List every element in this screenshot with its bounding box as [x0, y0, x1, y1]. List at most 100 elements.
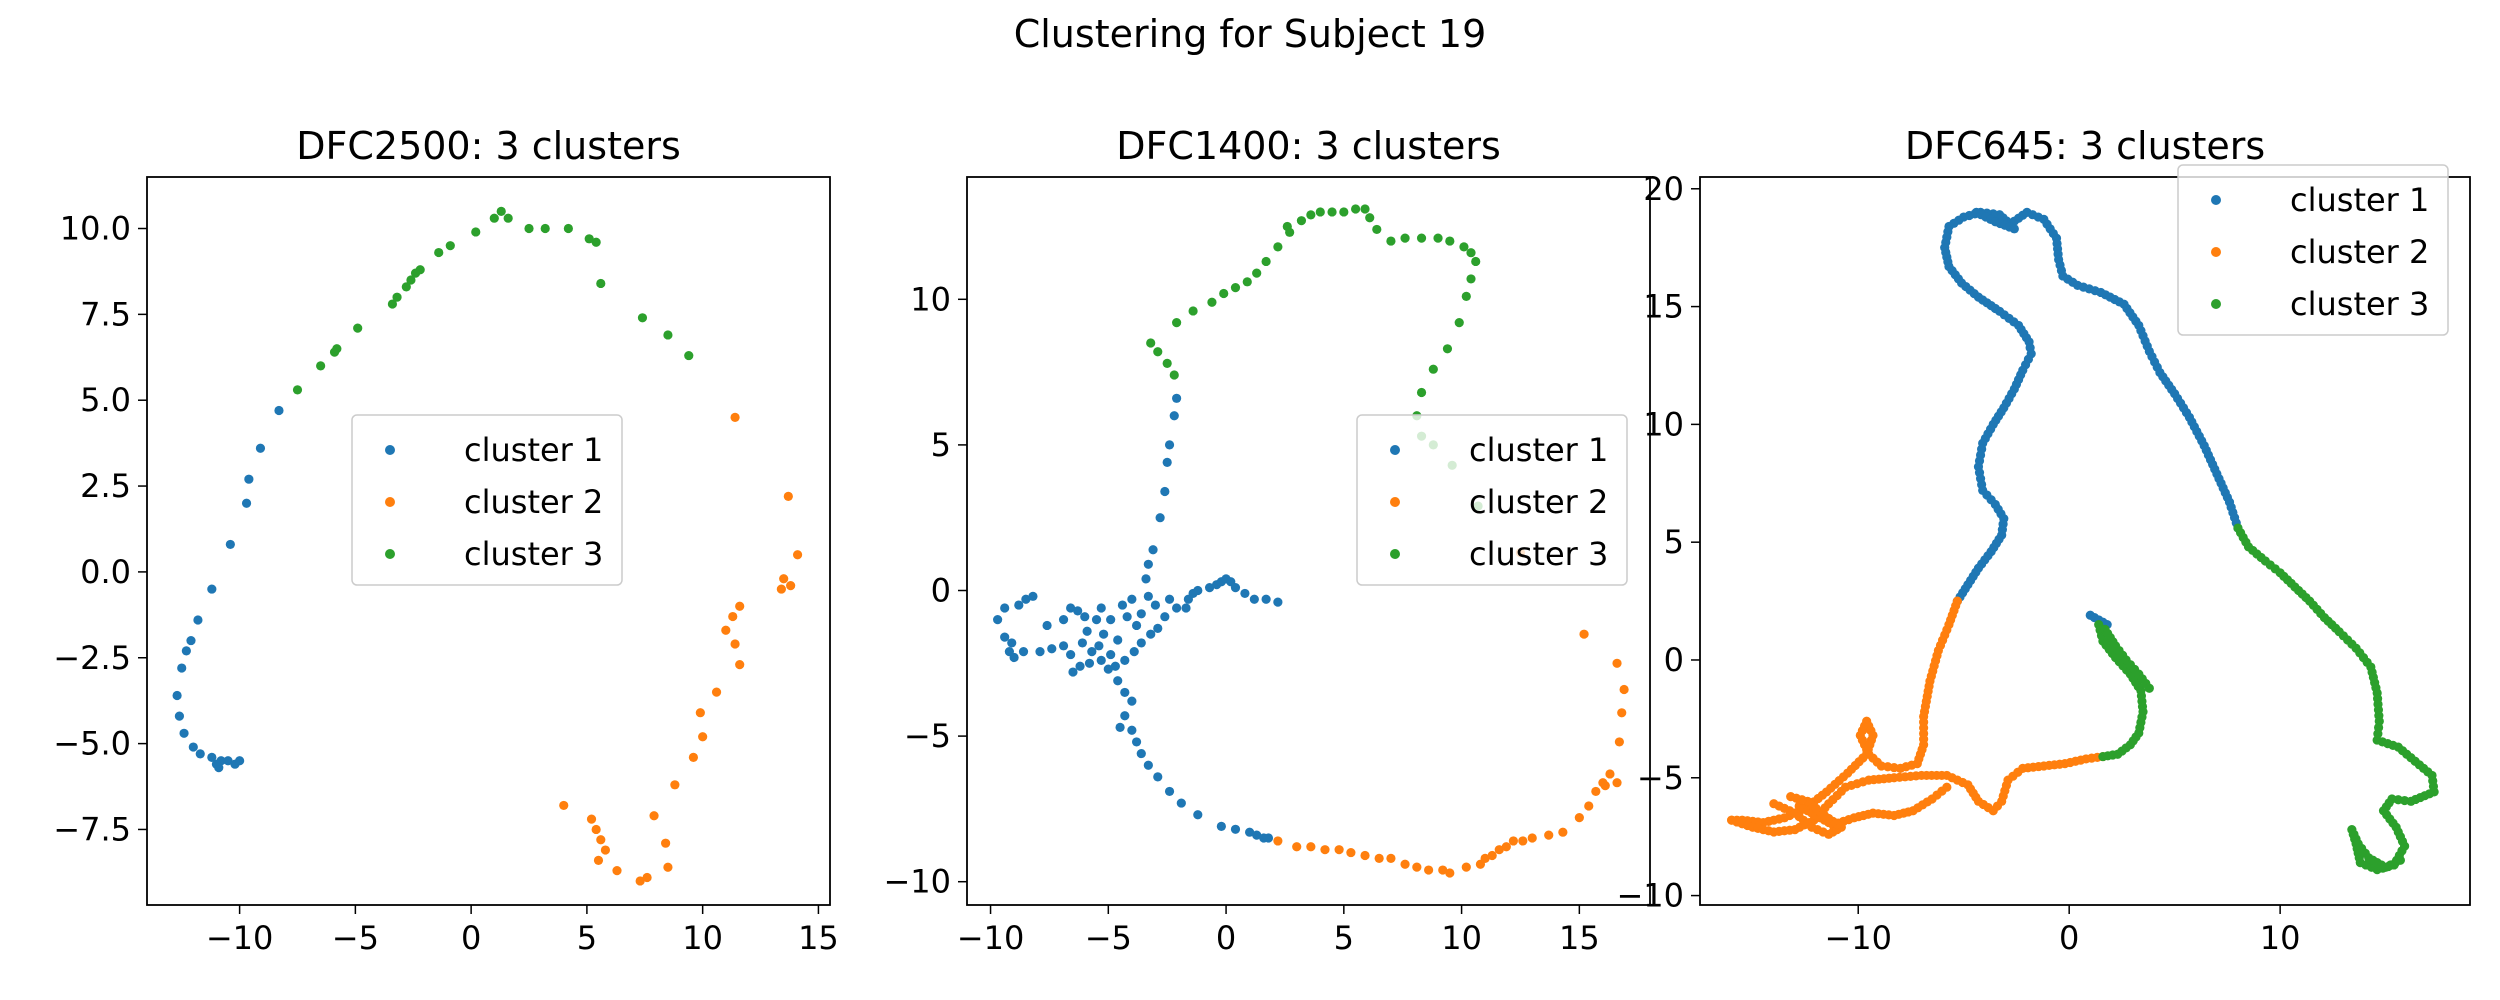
legend-marker — [2211, 299, 2221, 309]
scatter-point — [1412, 862, 1422, 872]
scatter-point — [786, 581, 796, 591]
scatter-point — [195, 749, 205, 759]
scatter-point — [1442, 344, 1453, 354]
scatter-point — [1082, 626, 1092, 636]
axes-frame — [1699, 176, 2471, 906]
scatter-point — [1099, 629, 1109, 639]
scatter-point — [1527, 833, 1537, 843]
scatter-point — [1136, 609, 1146, 619]
x-tick-label: −10 — [206, 919, 274, 957]
scatter-point — [244, 474, 254, 484]
scatter-point — [1574, 813, 1584, 823]
scatter-point — [1075, 661, 1085, 671]
scatter-point — [688, 752, 699, 762]
subplot-title: DFC645: 3 clusters — [1905, 124, 2265, 168]
scatter-point — [642, 872, 652, 883]
scatter-point — [1120, 711, 1130, 721]
scatter-point — [1021, 594, 1031, 604]
legend-label: cluster 2 — [2290, 233, 2429, 271]
scatter-point — [401, 282, 411, 292]
scatter-point — [174, 711, 185, 721]
scatter-point — [2144, 683, 2154, 693]
scatter-point — [1614, 737, 1624, 747]
scatter-point — [1035, 647, 1045, 657]
y-tick-label: 10.0 — [60, 210, 131, 248]
scatter-point — [1091, 615, 1102, 625]
legend-box — [351, 414, 623, 586]
scatter-point — [993, 615, 1003, 625]
scatter-point — [1433, 233, 1443, 243]
scatter-point — [1445, 868, 1455, 878]
legend-marker — [1390, 445, 1400, 455]
scatter-point — [661, 838, 671, 848]
scatter-point — [1136, 638, 1146, 648]
x-tick-label: −10 — [957, 919, 1025, 957]
scatter-point — [353, 323, 363, 333]
scatter-point — [1160, 612, 1170, 622]
scatter-point — [1115, 722, 1125, 732]
scatter-point — [1252, 830, 1262, 840]
y-tick-label: −2.5 — [53, 639, 131, 677]
scatter-point — [1204, 582, 1215, 593]
scatter-point — [586, 814, 597, 824]
scatter-point — [1249, 594, 1259, 604]
scatter-point — [695, 708, 705, 718]
scatter-point — [1000, 632, 1010, 642]
legend-label: cluster 2 — [1469, 483, 1608, 521]
y-tick-label: 5 — [1664, 523, 1684, 561]
scatter-point — [1273, 597, 1283, 607]
scatter-point — [540, 223, 550, 234]
y-tick-label: 5.0 — [80, 381, 131, 419]
legend-label: cluster 1 — [464, 431, 603, 469]
scatter-point — [649, 811, 659, 821]
scatter-point — [1162, 457, 1172, 467]
scatter-point — [1153, 772, 1163, 782]
scatter-point — [1386, 236, 1396, 246]
scatter-point — [1416, 387, 1427, 398]
scatter-point — [255, 443, 266, 453]
x-tick-label: 5 — [577, 919, 597, 957]
scatter-point — [1445, 236, 1455, 246]
scatter-point — [1459, 242, 1469, 252]
x-tick-label: −10 — [1824, 919, 1892, 957]
scatter-point — [332, 344, 342, 354]
scatter-point — [721, 625, 731, 635]
scatter-point — [1129, 647, 1139, 657]
scatter-point — [2009, 224, 2019, 234]
scatter-point — [1131, 620, 1142, 631]
scatter-point — [1240, 588, 1250, 599]
scatter-point — [1066, 603, 1076, 613]
y-tick-label: −5.0 — [53, 725, 131, 763]
scatter-point — [1084, 658, 1095, 668]
scatter-point — [1094, 641, 1104, 651]
scatter-point — [1339, 207, 1349, 217]
scatter-point — [1106, 615, 1116, 625]
scatter-point — [2094, 620, 2104, 630]
scatter-point — [1164, 594, 1175, 604]
scatter-point — [503, 213, 513, 223]
scatter-point — [1374, 853, 1384, 864]
scatter-point — [316, 361, 326, 371]
scatter-point — [1058, 641, 1069, 651]
subplot-title: DFC1400: 3 clusters — [1116, 124, 1501, 168]
scatter-point — [698, 732, 708, 742]
scatter-point — [223, 756, 233, 766]
x-tick-label: 10 — [682, 919, 723, 957]
x-tick-label: 0 — [2059, 919, 2079, 957]
scatter-point — [1127, 594, 1137, 604]
scatter-point — [1428, 364, 1438, 374]
scatter-point — [1360, 204, 1370, 214]
scatter-point — [635, 876, 645, 886]
scatter-point — [1424, 865, 1434, 875]
scatter-point — [524, 223, 534, 234]
legend-marker — [2211, 195, 2221, 205]
scatter-point — [1122, 612, 1132, 622]
scatter-point — [1009, 652, 1019, 663]
scatter-point — [1584, 801, 1594, 811]
scatter-point — [1351, 204, 1361, 214]
x-tick-label: 0 — [461, 919, 481, 957]
scatter-point — [1153, 347, 1163, 357]
scatter-point — [1245, 827, 1255, 837]
scatter-point — [779, 574, 789, 584]
scatter-point — [274, 405, 284, 416]
